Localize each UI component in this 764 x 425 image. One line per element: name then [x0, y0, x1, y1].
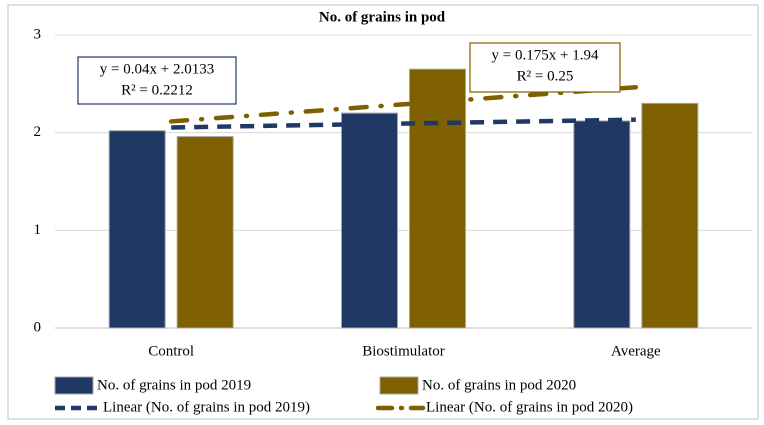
- x-tick-label: Control: [148, 343, 194, 359]
- equation: y = 0.175x + 1.94: [492, 47, 599, 63]
- bar: [108, 130, 166, 329]
- x-tick-label: Average: [611, 343, 661, 359]
- trendline: [168, 85, 639, 124]
- r-squared: R² = 0.2212: [121, 82, 193, 98]
- bar: [641, 102, 699, 329]
- chart-title: No. of grains in pod: [319, 9, 446, 25]
- r-squared: R² = 0.25: [517, 68, 574, 84]
- legend-label: No. of grains in pod 2019: [97, 377, 251, 393]
- y-tick-label: 3: [34, 26, 42, 42]
- trendline: [171, 117, 636, 130]
- bar: [341, 112, 398, 329]
- bar: [176, 136, 234, 329]
- equation: y = 0.04x + 2.0133: [100, 61, 214, 77]
- y-tick-label: 2: [34, 124, 42, 140]
- legend-swatch: [54, 376, 94, 395]
- bar: [409, 68, 466, 329]
- y-tick-label: 0: [34, 319, 42, 335]
- bar: [573, 120, 631, 329]
- equation-box: [469, 42, 621, 93]
- legend-label: No. of grains in pod 2020: [422, 377, 576, 393]
- legend-label: Linear (No. of grains in pod 2020): [426, 399, 633, 415]
- equation-box: [77, 56, 237, 105]
- x-tick-label: Biostimulator: [362, 343, 445, 359]
- y-tick-label: 1: [34, 222, 42, 238]
- legend-swatch: [379, 376, 419, 395]
- legend-label: Linear (No. of grains in pod 2019): [103, 399, 310, 415]
